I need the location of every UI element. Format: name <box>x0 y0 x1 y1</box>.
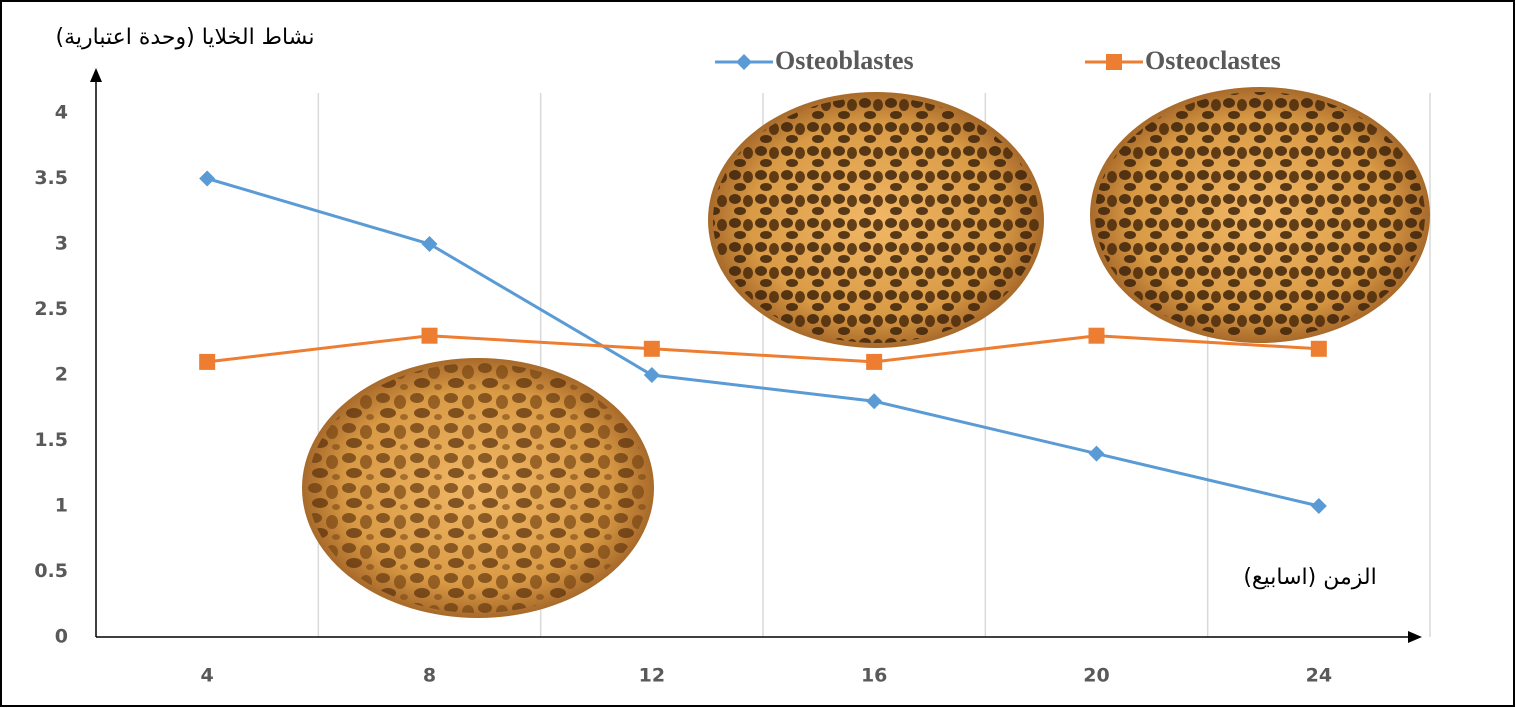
x-tick-label: 24 <box>1306 665 1332 687</box>
marker <box>199 353 216 370</box>
y-arrow <box>90 68 102 82</box>
marker <box>866 353 883 370</box>
series-line <box>206 177 1320 508</box>
marker <box>643 367 660 383</box>
y-tick-label: 0 <box>55 626 68 648</box>
y-tick-label: 1.5 <box>34 429 68 451</box>
y-tick-label: 0.5 <box>34 560 68 582</box>
y-tick-label: 2 <box>55 364 68 386</box>
x-axis-label: الزمن (اسابيع) <box>1243 565 1376 590</box>
marker <box>199 170 216 187</box>
marker <box>1106 54 1122 70</box>
x-tick-label: 4 <box>201 665 214 687</box>
marker <box>643 340 660 357</box>
y-tick-label: 3.5 <box>34 167 68 189</box>
marker <box>1310 498 1327 514</box>
marker <box>866 393 883 410</box>
legend-label: Osteoblastes <box>775 46 914 75</box>
marker <box>1088 327 1105 344</box>
marker <box>1310 340 1327 357</box>
x-arrow <box>1408 631 1422 643</box>
y-tick-label: 2.5 <box>34 298 68 320</box>
x-tick-label: 16 <box>861 665 887 687</box>
y-tick-label: 1 <box>55 495 68 517</box>
series-line <box>206 334 1319 364</box>
x-tick-label: 8 <box>423 665 436 687</box>
marker <box>421 327 438 344</box>
y-tick-label: 3 <box>55 233 68 255</box>
y-axis-label: نشاط الخلايا (وحدة اعتبارية) <box>56 25 315 50</box>
bone-images <box>302 87 1430 618</box>
legend-label: Osteoclastes <box>1145 46 1281 75</box>
marker <box>421 236 438 252</box>
y-tick-label: 4 <box>55 102 68 124</box>
marker <box>736 54 752 70</box>
x-tick-label: 12 <box>639 665 665 687</box>
x-tick-label: 20 <box>1083 665 1109 687</box>
marker <box>1088 445 1105 462</box>
